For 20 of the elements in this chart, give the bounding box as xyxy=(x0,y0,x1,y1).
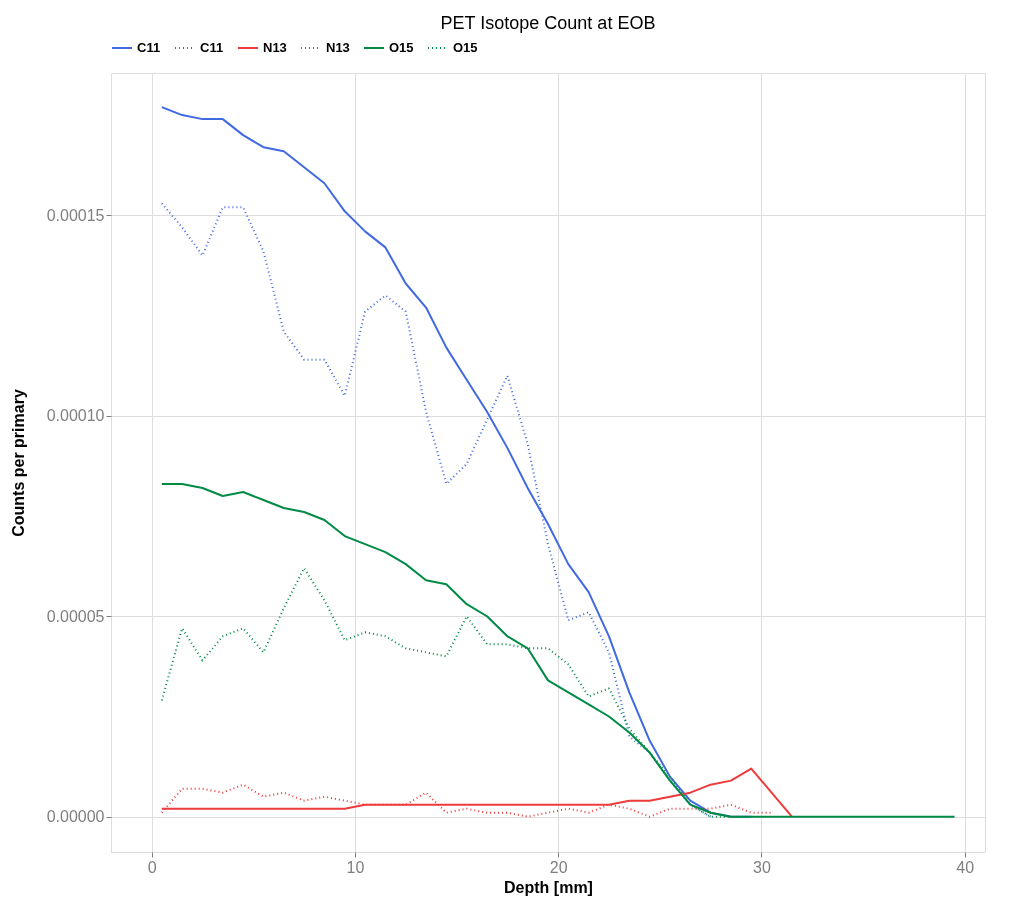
line-series xyxy=(160,482,956,818)
y-tick-label: 0.00000 xyxy=(46,808,105,826)
legend-label: N13 xyxy=(263,40,287,55)
y-axis-title: Counts per primary xyxy=(9,389,27,537)
legend-label: C11 xyxy=(200,40,224,55)
line-series xyxy=(160,767,793,818)
legend-label: O15 xyxy=(453,40,478,55)
y-tick-label: 0.00005 xyxy=(46,607,105,625)
legend-label: N13 xyxy=(326,40,350,55)
x-tick-label: 10 xyxy=(346,858,365,876)
y-tick-label: 0.00010 xyxy=(46,407,105,425)
y-tick-label: 0.00015 xyxy=(46,206,105,224)
chart-title: PET Isotope Count at EOB xyxy=(440,13,656,33)
x-tick-label: 40 xyxy=(956,858,975,876)
legend-label: C11 xyxy=(137,40,161,55)
x-axis-title: Depth [mm] xyxy=(504,878,593,896)
x-tick-label: 30 xyxy=(753,858,771,876)
x-tick-label: 0 xyxy=(147,858,157,876)
x-tick-label: 20 xyxy=(549,858,568,876)
legend-label: O15 xyxy=(389,40,414,55)
